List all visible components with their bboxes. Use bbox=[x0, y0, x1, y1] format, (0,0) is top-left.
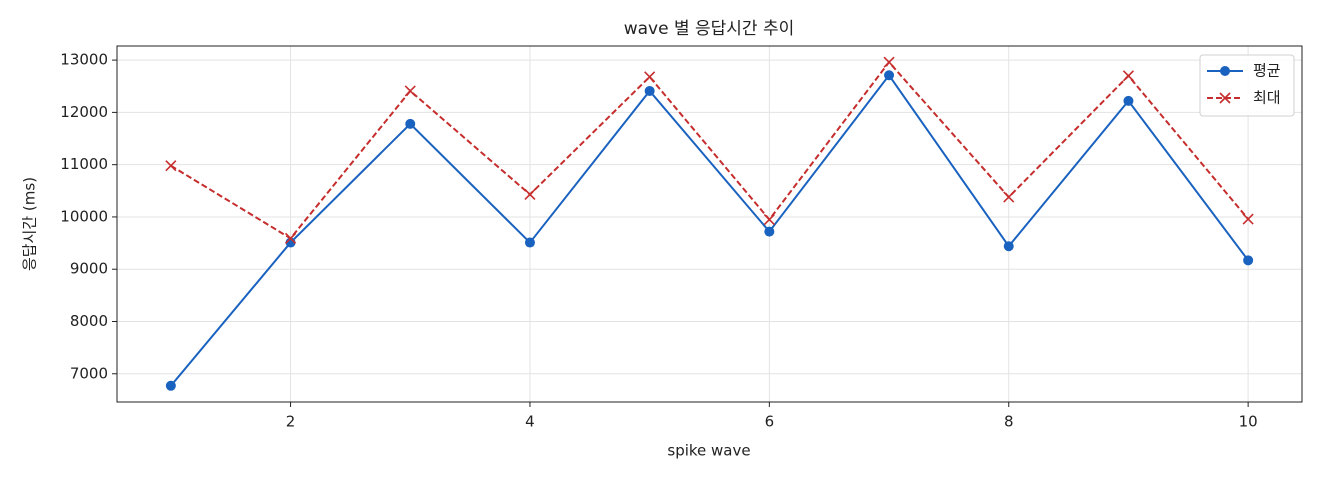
y-tick-label: 7000 bbox=[70, 364, 108, 382]
data-point bbox=[1243, 255, 1254, 266]
x-tick-label: 10 bbox=[1239, 413, 1258, 431]
x-axis-label: spike wave bbox=[667, 442, 750, 460]
y-tick-label: 10000 bbox=[60, 207, 108, 225]
data-point bbox=[405, 118, 416, 129]
data-point bbox=[524, 237, 535, 248]
y-tick-label: 8000 bbox=[70, 312, 108, 330]
data-point bbox=[165, 160, 177, 172]
legend-label: 최대 bbox=[1253, 89, 1281, 107]
x-tick-label: 2 bbox=[286, 413, 296, 431]
plot-frame bbox=[116, 45, 1303, 403]
data-point bbox=[1003, 191, 1015, 203]
data-point bbox=[165, 380, 176, 391]
data-point bbox=[1123, 95, 1134, 106]
x-tick-label: 8 bbox=[1004, 413, 1014, 431]
data-point bbox=[644, 71, 656, 83]
legend-label: 평균 bbox=[1253, 62, 1281, 80]
data-point bbox=[884, 70, 895, 81]
data-point bbox=[764, 226, 775, 237]
y-tick-label: 11000 bbox=[60, 155, 108, 173]
y-axis-label: 응답시간 (ms) bbox=[21, 177, 39, 271]
data-point bbox=[763, 213, 775, 226]
data-point bbox=[1122, 70, 1135, 82]
y-tick-label: 12000 bbox=[60, 103, 108, 121]
data-point bbox=[524, 188, 536, 201]
y-tick-label: 13000 bbox=[60, 51, 108, 69]
x-tick-label: 4 bbox=[525, 413, 535, 431]
chart-title: wave 별 응답시간 추이 bbox=[624, 19, 795, 39]
legend-marker bbox=[1219, 92, 1231, 104]
x-tick-label: 6 bbox=[765, 413, 775, 431]
data-point bbox=[404, 85, 416, 97]
series-line bbox=[170, 73, 1249, 387]
y-tick-label: 9000 bbox=[70, 260, 108, 278]
data-point bbox=[284, 232, 297, 244]
data-point bbox=[883, 56, 895, 68]
series-line bbox=[170, 60, 1249, 240]
data-point bbox=[1003, 241, 1014, 252]
data-point bbox=[644, 85, 655, 96]
data-point bbox=[1242, 213, 1254, 225]
legend-marker bbox=[1220, 66, 1230, 76]
